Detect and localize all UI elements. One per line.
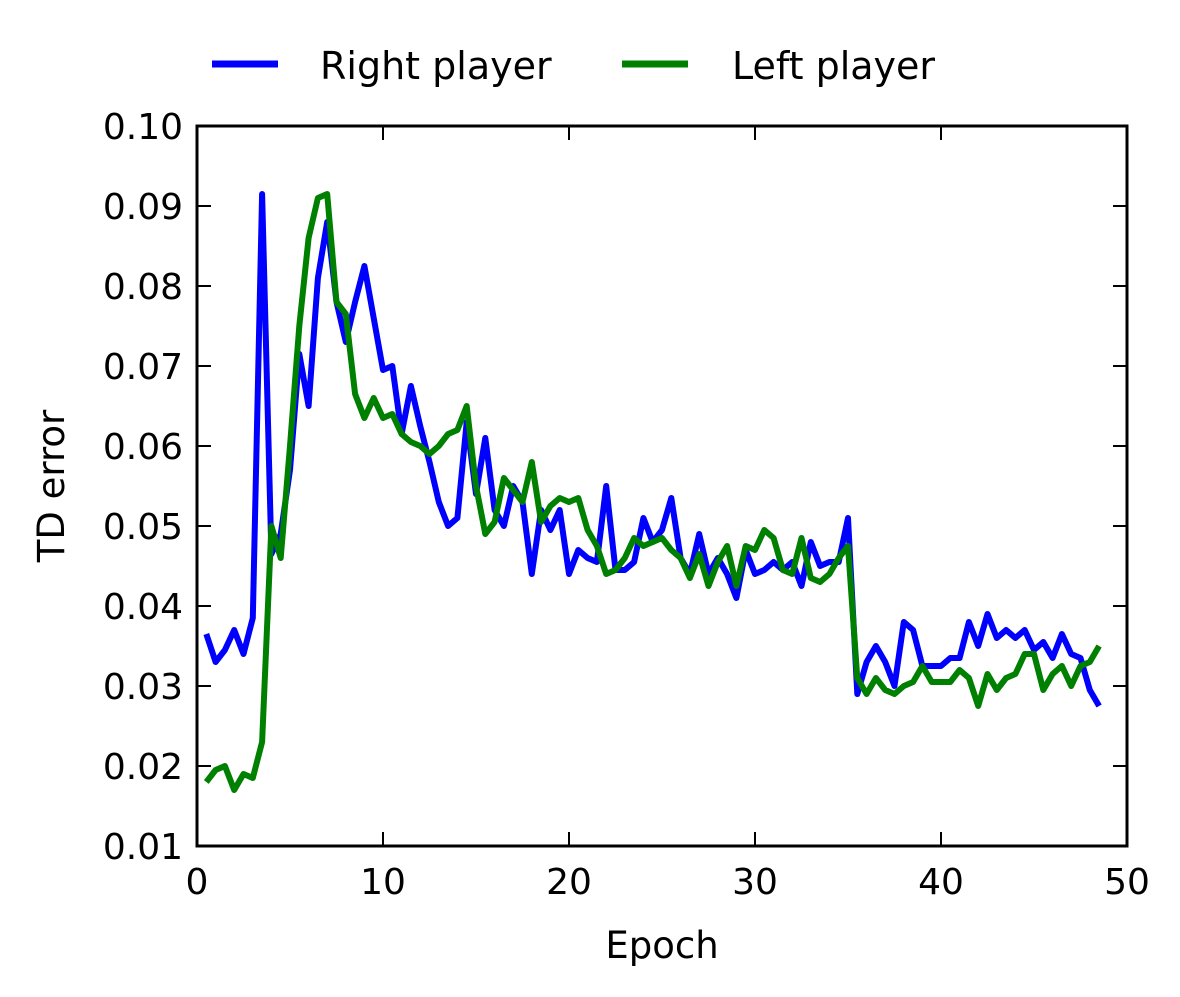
x-axis-label: Epoch	[605, 924, 718, 967]
y-tick-label: 0.03	[103, 667, 183, 708]
legend: Right player Left player	[212, 44, 935, 88]
x-tick-label: 0	[186, 862, 209, 903]
y-tick-label: 0.10	[103, 107, 183, 148]
x-tick-label: 20	[546, 862, 592, 903]
ticks-layer: 0 10 20 30 40 50 0.01 0.02 0.03 0.04 0.05 0.06 0.07 0…	[103, 107, 1150, 903]
y-tick-label: 0.07	[103, 347, 183, 388]
x-tick-label: 10	[360, 862, 406, 903]
y-tick-label: 0.09	[103, 187, 183, 228]
y-tick-label: 0.04	[103, 587, 183, 628]
y-tick-label: 0.08	[103, 267, 183, 308]
legend-label-right-player: Right player	[320, 44, 552, 88]
plot-frame	[195, 124, 1129, 848]
x-tick-label: 50	[1104, 862, 1150, 903]
legend-label-left-player: Left player	[732, 44, 935, 88]
x-tick-label: 30	[732, 862, 778, 903]
y-tick-label: 0.01	[103, 827, 183, 868]
series-layer	[203, 191, 1102, 793]
y-axis-label: TD error	[30, 409, 73, 563]
series-line-left-player	[203, 191, 1102, 793]
x-tick-label: 40	[918, 862, 964, 903]
y-tick-label: 0.06	[103, 427, 183, 468]
y-tick-label: 0.02	[103, 747, 183, 788]
y-tick-label: 0.05	[103, 507, 183, 548]
